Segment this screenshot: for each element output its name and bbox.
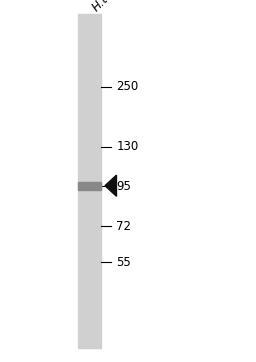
Polygon shape	[105, 175, 116, 196]
Text: 130: 130	[116, 140, 139, 153]
Text: 72: 72	[116, 220, 132, 233]
Bar	[78, 14, 101, 348]
Text: 55: 55	[116, 256, 131, 269]
Text: 250: 250	[116, 80, 139, 93]
Bar	[78, 182, 101, 190]
Text: 95: 95	[116, 180, 131, 193]
Text: H.testis: H.testis	[90, 0, 130, 14]
